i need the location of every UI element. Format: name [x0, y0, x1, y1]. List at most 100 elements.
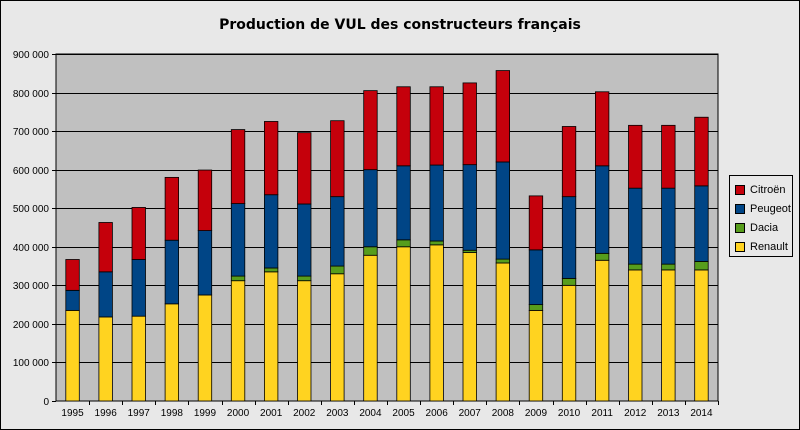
y-tick-label: 100 000: [13, 358, 50, 369]
bar-peugeot-2003: [330, 196, 345, 267]
bar-citron-2004: [363, 90, 378, 171]
bar-citron-2012: [628, 124, 643, 189]
bar-citron-2011: [595, 91, 610, 167]
bar-dacia-2014: [694, 261, 709, 271]
bar-peugeot-1996: [98, 271, 113, 318]
x-tick-label: 1998: [161, 408, 184, 419]
bar-renault-1999: [197, 294, 213, 402]
x-tick-label: 1996: [95, 408, 118, 419]
legend-label: Peugeot: [750, 202, 791, 215]
y-tick-label: 600 000: [13, 166, 50, 177]
x-tick-label: 2001: [260, 408, 283, 419]
bar-citron-2006: [429, 86, 444, 166]
bar-dacia-2006: [429, 240, 444, 246]
legend-label: Citroën: [750, 183, 786, 196]
x-tick-label: 2003: [326, 408, 349, 419]
legend-item: Dacia: [735, 218, 792, 237]
legend-swatch: [735, 241, 745, 252]
legend-swatch: [735, 184, 745, 195]
bar-renault-2007: [462, 252, 477, 402]
bar-peugeot-2008: [495, 161, 511, 260]
bar-peugeot-2013: [661, 187, 676, 265]
bar-renault-1995: [65, 309, 80, 402]
x-tick-label: 2004: [359, 408, 382, 419]
bar-peugeot-2001: [263, 194, 279, 269]
bar-dacia-2009: [528, 304, 544, 311]
y-tick-label: 400 000: [13, 243, 50, 254]
bar-renault-2008: [495, 262, 511, 402]
x-tick-label: 2000: [227, 408, 250, 419]
legend-swatch: [735, 222, 745, 233]
x-tick-label: 2007: [459, 408, 482, 419]
bar-citron-2014: [694, 116, 709, 187]
x-tick-label: 2005: [392, 408, 415, 419]
bar-citron-2003: [330, 120, 345, 198]
bar-renault-1996: [98, 316, 113, 402]
x-tick-label: 2002: [293, 408, 316, 419]
bar-peugeot-2006: [429, 164, 444, 242]
bar-citron-2010: [561, 126, 577, 198]
bar-citron-2001: [263, 121, 279, 196]
x-tick-label: 2009: [525, 408, 548, 419]
bar-renault-2011: [595, 259, 610, 402]
bar-dacia-2011: [595, 252, 610, 261]
bar-citron-2005: [396, 86, 411, 167]
bar-citron-1996: [98, 222, 113, 273]
bar-renault-2001: [263, 271, 279, 402]
bar-renault-2002: [297, 280, 312, 402]
chart-title: Production de VUL des constructeurs fran…: [219, 17, 581, 33]
bar-peugeot-2004: [363, 169, 378, 248]
bar-peugeot-1999: [197, 230, 213, 296]
bar-renault-1997: [131, 315, 146, 402]
bar-renault-2009: [528, 309, 544, 402]
x-tick-label: 2008: [492, 408, 515, 419]
bar-renault-2012: [628, 269, 643, 402]
bar-citron-2007: [462, 82, 477, 166]
x-tick-label: 1999: [194, 408, 217, 419]
bar-peugeot-2002: [297, 203, 312, 277]
bar-citron-2008: [495, 70, 511, 163]
legend-item: Citroën: [735, 180, 792, 199]
bar-peugeot-2009: [528, 249, 544, 306]
legend-label: Dacia: [750, 221, 779, 234]
bar-renault-2014: [694, 269, 709, 402]
bar-dacia-2003: [330, 265, 345, 275]
bar-peugeot-2000: [230, 203, 246, 277]
legend-item: Peugeot: [735, 199, 792, 218]
bar-dacia-2010: [561, 277, 577, 286]
bar-dacia-2012: [628, 263, 643, 271]
x-tick-label: 2012: [624, 408, 647, 419]
y-tick-label: 0: [43, 397, 49, 408]
bar-citron-1999: [197, 169, 213, 231]
bar-peugeot-2012: [628, 187, 643, 265]
x-tick-label: 2010: [558, 408, 581, 419]
bar-renault-2006: [429, 244, 444, 402]
bar-peugeot-1997: [131, 259, 146, 317]
bar-peugeot-2007: [462, 164, 477, 251]
x-tick-label: 2013: [657, 408, 680, 419]
bar-peugeot-2011: [595, 165, 610, 254]
bar-dacia-2008: [495, 258, 511, 264]
y-tick-label: 200 000: [13, 320, 50, 331]
x-tick-label: 1997: [128, 408, 151, 419]
plot-area: [55, 53, 719, 402]
bar-citron-1995: [65, 259, 80, 291]
bar-peugeot-1998: [164, 239, 180, 305]
x-tick-label: 2011: [591, 408, 613, 419]
x-tick-label: 1995: [61, 408, 84, 419]
bar-renault-2013: [661, 269, 676, 402]
bar-citron-2000: [230, 129, 246, 204]
bar-peugeot-2010: [561, 196, 577, 279]
y-tick-label: 300 000: [13, 281, 50, 292]
bar-renault-2005: [396, 246, 411, 402]
x-tick-label: 2014: [690, 408, 713, 419]
legend-item: Renault: [735, 237, 792, 256]
y-tick-label: 700 000: [13, 127, 50, 138]
bar-renault-2000: [230, 280, 246, 402]
legend: Citroën Peugeot Dacia Renault: [729, 175, 793, 257]
legend-label: Renault: [750, 240, 788, 253]
bar-renault-2004: [363, 254, 378, 402]
bar-citron-2009: [528, 195, 544, 251]
bar-renault-1998: [164, 303, 180, 402]
